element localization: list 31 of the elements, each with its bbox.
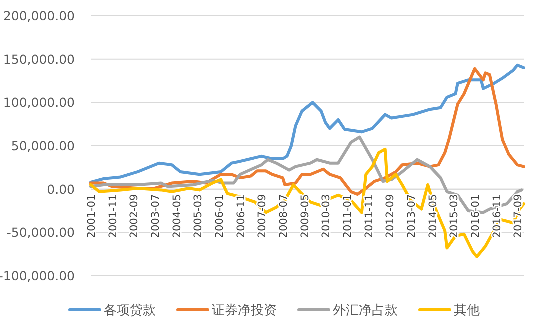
y-tick-label: 200,000.00 bbox=[3, 8, 76, 24]
x-tick-label: 2002-09 bbox=[128, 194, 141, 238]
y-tick-label: 100,000.00 bbox=[3, 95, 76, 110]
legend-label: 各项贷款 bbox=[104, 304, 156, 318]
x-tick-label: 2004-05 bbox=[171, 194, 184, 238]
y-tick-label: 0.00 bbox=[47, 182, 76, 197]
x-tick-label: 2008-07 bbox=[278, 194, 290, 238]
x-tick-label: 2011-01 bbox=[342, 194, 354, 238]
x-tick-label: 2017-09 bbox=[512, 194, 525, 238]
x-tick-label: 2006-01 bbox=[214, 194, 226, 238]
x-tick-label: 2009-05 bbox=[299, 194, 312, 238]
legend-label: 证券净投资 bbox=[212, 304, 277, 318]
x-tick-label: 2006-11 bbox=[235, 194, 248, 238]
x-tick-label: 2001-11 bbox=[107, 194, 120, 238]
x-tick-label: 2007-09 bbox=[256, 194, 269, 238]
x-tick-label: 2015-03 bbox=[448, 194, 461, 238]
x-tick-label: 2016-01 bbox=[470, 194, 482, 238]
x-tick-label: 2001-01 bbox=[86, 194, 98, 238]
x-tick-label: 2003-07 bbox=[150, 194, 162, 238]
x-tick-label: 2005-03 bbox=[192, 194, 205, 238]
legend-label: 其他 bbox=[454, 304, 480, 318]
x-tick-label: 2011-11 bbox=[363, 194, 376, 238]
x-tick-label: 2014-05 bbox=[427, 194, 440, 238]
y-tick-label: -50,000.00 bbox=[6, 225, 76, 240]
y-tick-label: 50,000.00 bbox=[11, 138, 76, 154]
legend-label: 外汇净占款 bbox=[333, 304, 398, 318]
x-tick-label: 2012-09 bbox=[384, 194, 397, 238]
y-tick-label: 150,000.00 bbox=[3, 52, 76, 67]
x-tick-label: 2016-11 bbox=[491, 194, 504, 238]
x-tick-label: 2010-03 bbox=[320, 194, 333, 238]
x-tick-label: 2013-07 bbox=[406, 194, 418, 238]
